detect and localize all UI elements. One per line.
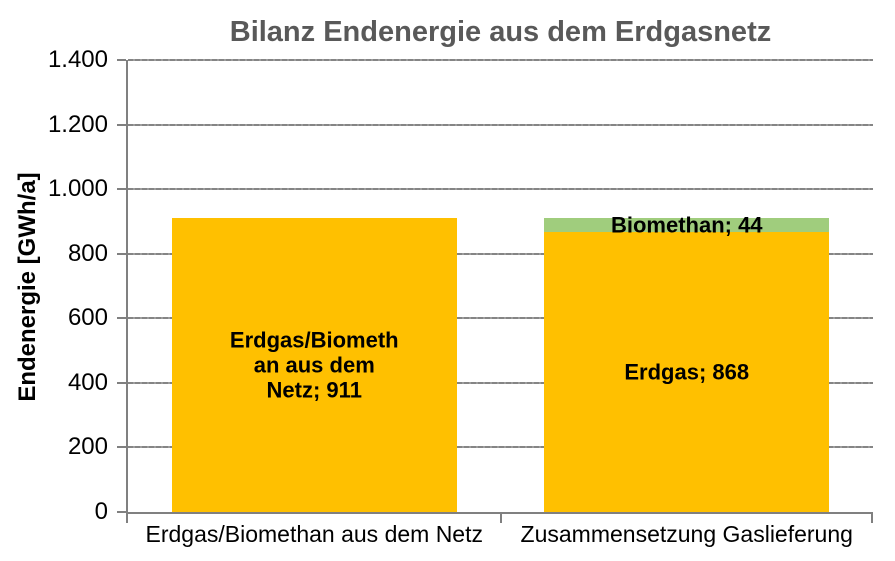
bar-segment-erdgas-biomethan-aus-dem-netz: [171, 217, 457, 512]
y-axis-tick: [117, 446, 126, 449]
y-gridline: [128, 381, 873, 384]
y-axis-tick-label: 1.400: [47, 46, 108, 73]
y-axis-tick-label: 400: [67, 368, 108, 396]
y-gridline: [128, 59, 873, 61]
y-gridline: [128, 317, 873, 320]
x-axis-category-label: Erdgas/Biomethan aus dem Netz: [145, 521, 483, 547]
y-gridline: [128, 446, 873, 449]
y-gridline: [128, 252, 873, 255]
bar-segment-biomethan: [544, 217, 830, 232]
y-axis-tick: [117, 317, 126, 320]
bar-segment-erdgas: [544, 231, 830, 512]
y-axis-tick-label: 200: [67, 433, 108, 461]
x-axis-tick: [499, 512, 502, 523]
chart-title: Bilanz Endenergie aus dem Erdgasnetz: [229, 16, 772, 48]
y-axis-tick: [117, 511, 126, 513]
bar-data-label: Erdgas; 868: [624, 359, 750, 385]
y-axis-tick: [117, 252, 126, 255]
x-axis-category-label: Zusammensetzung Gaslieferung: [520, 521, 853, 547]
y-axis-tick-label: 0: [94, 498, 108, 525]
y-axis-tick: [117, 381, 126, 384]
y-gridline: [128, 188, 873, 191]
y-axis-tick-label: 800: [67, 239, 108, 267]
plot-area: 0 200 400 600 800 1.000 1.200 1.400 Erdgas/Biome…: [48, 46, 873, 547]
x-axis-tick: [871, 512, 873, 523]
y-axis-tick-label: 1.200: [47, 110, 108, 138]
y-gridline: [128, 123, 873, 126]
y-axis-tick: [117, 123, 126, 126]
y-axis-title: Endenergie [GWh/a]: [14, 172, 41, 402]
bar-data-label: Biomethan; 44: [610, 212, 763, 238]
x-axis-tick: [126, 512, 128, 523]
y-axis-tick: [117, 188, 126, 191]
y-axis-tick-label: 1.000: [47, 175, 108, 203]
y-axis-tick: [117, 59, 126, 61]
y-axis-tick-label: 600: [67, 304, 108, 332]
bar-data-label: Erdgas/Biometh an aus dem Netz; 911: [229, 327, 399, 403]
